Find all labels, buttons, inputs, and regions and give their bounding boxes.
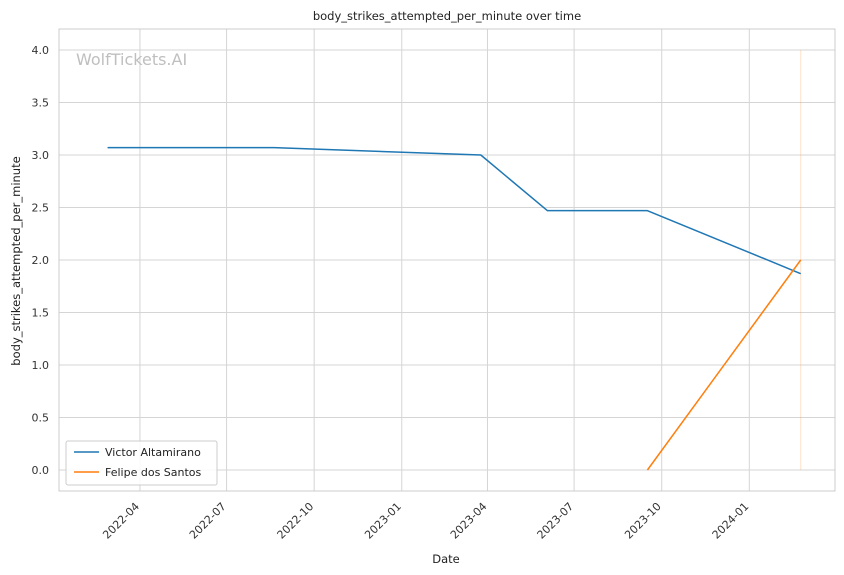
y-tick-label: 1.5 — [32, 307, 50, 320]
y-tick-label: 2.5 — [32, 202, 50, 215]
chart-title: body_strikes_attempted_per_minute over t… — [313, 9, 581, 23]
plot-frame — [58, 28, 836, 492]
x-tick-label: 2023-01 — [362, 500, 404, 542]
series-line-victor-altamirano — [107, 146, 802, 275]
legend-label-felipe-dos-santos: Felipe dos Santos — [105, 466, 202, 479]
legend-box — [65, 440, 218, 486]
y-tick-label: 0.0 — [32, 464, 50, 477]
y-tick-label: 4.0 — [32, 44, 50, 57]
grid — [59, 29, 835, 491]
x-tick-label: 2022-10 — [275, 500, 317, 542]
y-tick-label: 2.0 — [32, 254, 50, 267]
x-tick-label: 2023-04 — [448, 500, 490, 542]
x-axis-title: Date — [432, 552, 460, 566]
watermark: WolfTickets.AI — [76, 50, 187, 69]
y-tick-label: 3.5 — [32, 97, 50, 110]
y-tick-label: 3.0 — [32, 149, 50, 162]
x-tick-label: 2024-01 — [710, 500, 752, 542]
y-axis-title: body_strikes_attempted_per_minute — [9, 156, 23, 365]
x-tick-label: 2022-07 — [187, 500, 229, 542]
x-axis-ticks: 2022-04 2022-07 2022-10 2023-01 2023-04 2023-… — [100, 500, 751, 542]
x-tick-label: 2022-04 — [100, 500, 142, 542]
legend-label-victor-altamirano: Victor Altamirano — [105, 446, 201, 459]
x-tick-label: 2023-07 — [535, 500, 577, 542]
y-tick-label: 1.0 — [32, 359, 50, 372]
legend: Victor Altamirano Felipe dos Santos — [65, 440, 218, 486]
x-tick-label: 2023-10 — [622, 500, 664, 542]
series-line-felipe-dos-santos — [646, 259, 802, 471]
series-layer — [107, 146, 802, 471]
y-axis-ticks: 0.0 0.5 1.0 1.5 2.0 2.5 3.0 3.5 4.0 — [32, 44, 50, 477]
y-tick-label: 0.5 — [32, 412, 50, 425]
